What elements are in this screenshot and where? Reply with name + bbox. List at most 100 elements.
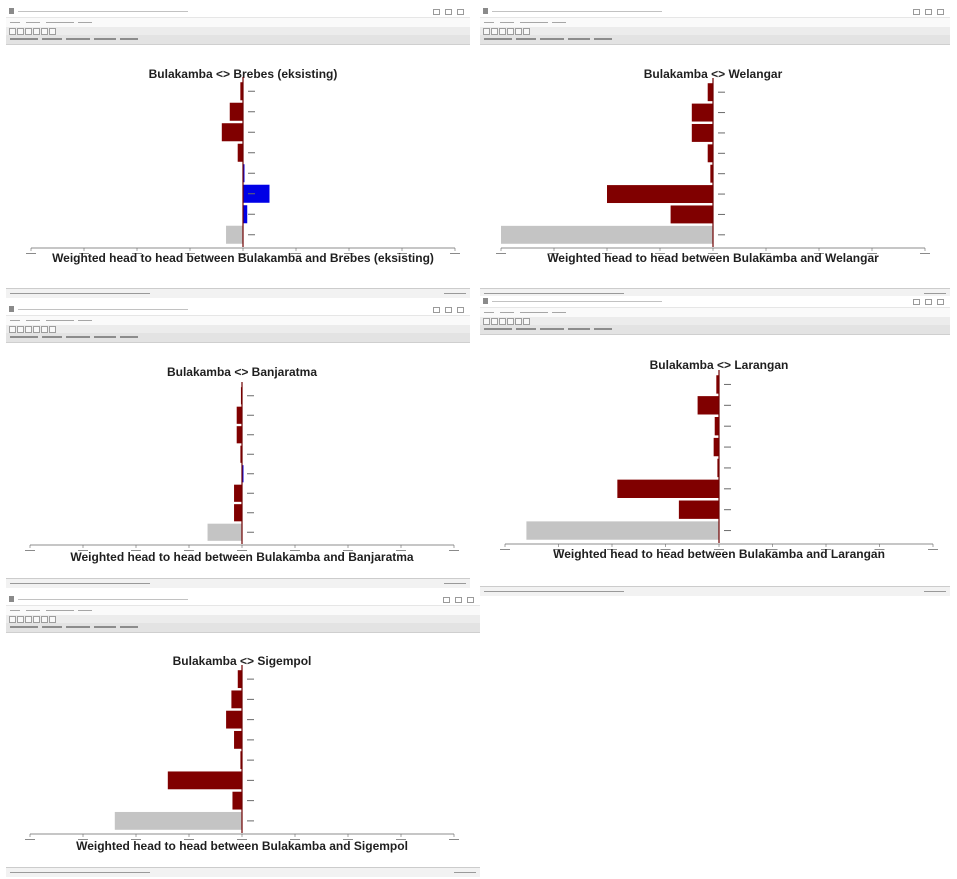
toolbar-button-icon — [523, 318, 530, 325]
x-tick-label — [344, 253, 354, 254]
toolbar-button-icon — [499, 318, 506, 325]
bar-total — [501, 225, 713, 244]
category-label — [724, 467, 731, 469]
toolbar-button-icon — [33, 326, 40, 333]
status-right — [924, 591, 946, 592]
menu-bar — [6, 316, 470, 325]
tab — [516, 328, 536, 330]
tabs-bar — [6, 623, 480, 633]
category-label — [248, 213, 255, 215]
x-tick-label — [184, 839, 194, 840]
menu-item — [484, 312, 494, 313]
app-icon — [483, 298, 488, 304]
toolbar — [6, 615, 480, 623]
chart-brebes: Bulakamba <> Brebes (eksisting) Weighted … — [26, 67, 460, 265]
chart-title: Bulakamba <> Brebes (eksisting) — [149, 67, 338, 81]
chart-title: Bulakamba <> Larangan — [650, 358, 789, 372]
category-label — [248, 234, 255, 236]
window-title — [18, 309, 188, 310]
status-text — [10, 872, 150, 873]
category-label — [724, 509, 731, 511]
bar — [226, 710, 242, 729]
menu-item — [500, 22, 514, 23]
menu-item — [500, 312, 514, 313]
bar — [617, 479, 719, 498]
category-label — [724, 488, 731, 490]
close-icon — [467, 597, 474, 603]
x-axis-label: Weighted head to head between Bulakamba … — [553, 547, 885, 561]
menu-item — [484, 22, 494, 23]
window-title-bar — [480, 6, 950, 18]
x-tick-label — [874, 549, 885, 550]
maximize-icon — [455, 597, 462, 603]
chart-window-larangan: Bulakamba <> Larangan Weighted head to he… — [480, 296, 950, 596]
menu-bar — [6, 18, 470, 27]
menu-item — [552, 22, 566, 23]
toolbar-button-icon — [507, 28, 514, 35]
minimize-icon — [913, 299, 920, 305]
category-label — [247, 779, 254, 781]
menu-item — [26, 22, 40, 23]
tab — [120, 336, 138, 338]
bar — [234, 504, 242, 522]
toolbar-button-icon — [33, 616, 40, 623]
chart-window-sigempol: Bulakamba <> Sigempol Weighted head to he… — [6, 594, 480, 877]
x-tick-label — [396, 550, 406, 551]
x-tick-label — [291, 253, 301, 254]
x-tick-label — [78, 839, 88, 840]
toolbar-button-icon — [41, 616, 48, 623]
category-label — [247, 395, 254, 397]
maximize-icon — [445, 9, 452, 15]
menu-bar — [6, 606, 480, 615]
toolbar-button-icon — [17, 326, 24, 333]
bar — [234, 730, 242, 749]
app-icon — [9, 8, 14, 14]
x-tick-label — [821, 549, 831, 550]
bar — [707, 144, 713, 163]
category-label — [724, 383, 731, 385]
category-label — [724, 446, 731, 448]
toolbar — [6, 325, 470, 333]
tab — [42, 626, 62, 628]
status-bar — [480, 288, 950, 298]
window-title — [18, 599, 188, 600]
x-tick-label — [238, 253, 248, 254]
toolbar — [480, 27, 950, 35]
bar — [691, 123, 713, 142]
toolbar-button-icon — [515, 28, 522, 35]
x-tick-label — [397, 253, 407, 254]
category-label — [248, 172, 255, 174]
toolbar-button-icon — [523, 28, 530, 35]
x-tick-label — [79, 253, 89, 254]
bar-total — [207, 523, 242, 541]
bar — [236, 426, 242, 444]
category-label — [247, 531, 254, 533]
tab — [568, 328, 590, 330]
category-label — [718, 112, 725, 114]
tab — [120, 38, 138, 40]
x-tick-label — [714, 549, 724, 550]
toolbar-button-icon — [25, 616, 32, 623]
menu-item — [78, 610, 92, 611]
bar — [707, 83, 713, 102]
category-label — [724, 530, 731, 532]
x-tick-label — [660, 549, 671, 550]
chart-window-brebes: Bulakamba <> Brebes (eksisting) Weighted … — [6, 6, 470, 298]
maximize-icon — [925, 299, 932, 305]
app-icon — [483, 8, 488, 14]
status-right — [444, 583, 466, 584]
x-tick-label — [449, 839, 459, 840]
menu-bar — [480, 308, 950, 317]
menu-item — [520, 312, 548, 313]
toolbar-button-icon — [49, 326, 56, 333]
status-text — [10, 583, 150, 584]
toolbar-button-icon — [499, 28, 506, 35]
x-tick-label — [767, 549, 778, 550]
x-tick-label — [814, 253, 824, 254]
chart-window-welangar: Bulakamba <> Welangar Weighted head to he… — [480, 6, 950, 298]
toolbar-button-icon — [483, 28, 490, 35]
bar — [714, 417, 719, 436]
toolbar-button-icon — [491, 318, 498, 325]
x-tick-label — [867, 253, 877, 254]
tabs-bar — [480, 35, 950, 45]
